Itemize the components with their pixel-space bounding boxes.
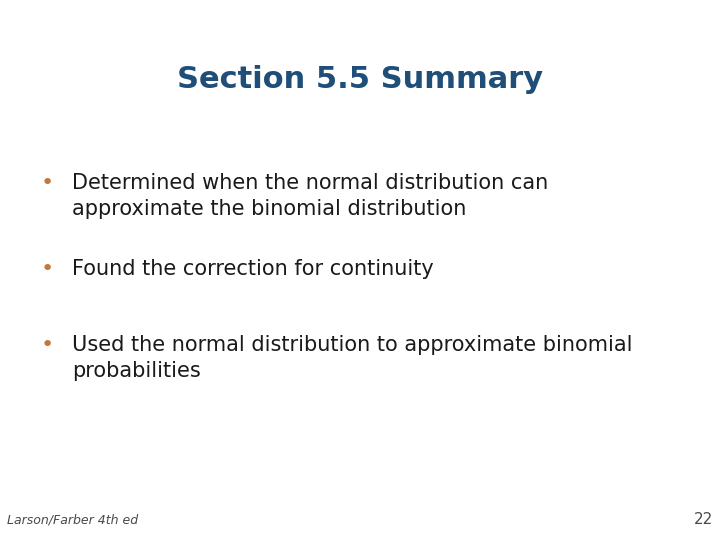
Text: Section 5.5 Summary: Section 5.5 Summary [177,65,543,94]
Text: Found the correction for continuity: Found the correction for continuity [72,259,433,279]
Text: •: • [40,173,53,193]
Text: •: • [40,259,53,279]
Text: Used the normal distribution to approximate binomial
probabilities: Used the normal distribution to approxim… [72,335,632,381]
Text: •: • [40,335,53,355]
Text: 22: 22 [693,511,713,526]
Text: Larson/Farber 4th ed: Larson/Farber 4th ed [7,514,138,526]
Text: Determined when the normal distribution can
approximate the binomial distributio: Determined when the normal distribution … [72,173,548,219]
